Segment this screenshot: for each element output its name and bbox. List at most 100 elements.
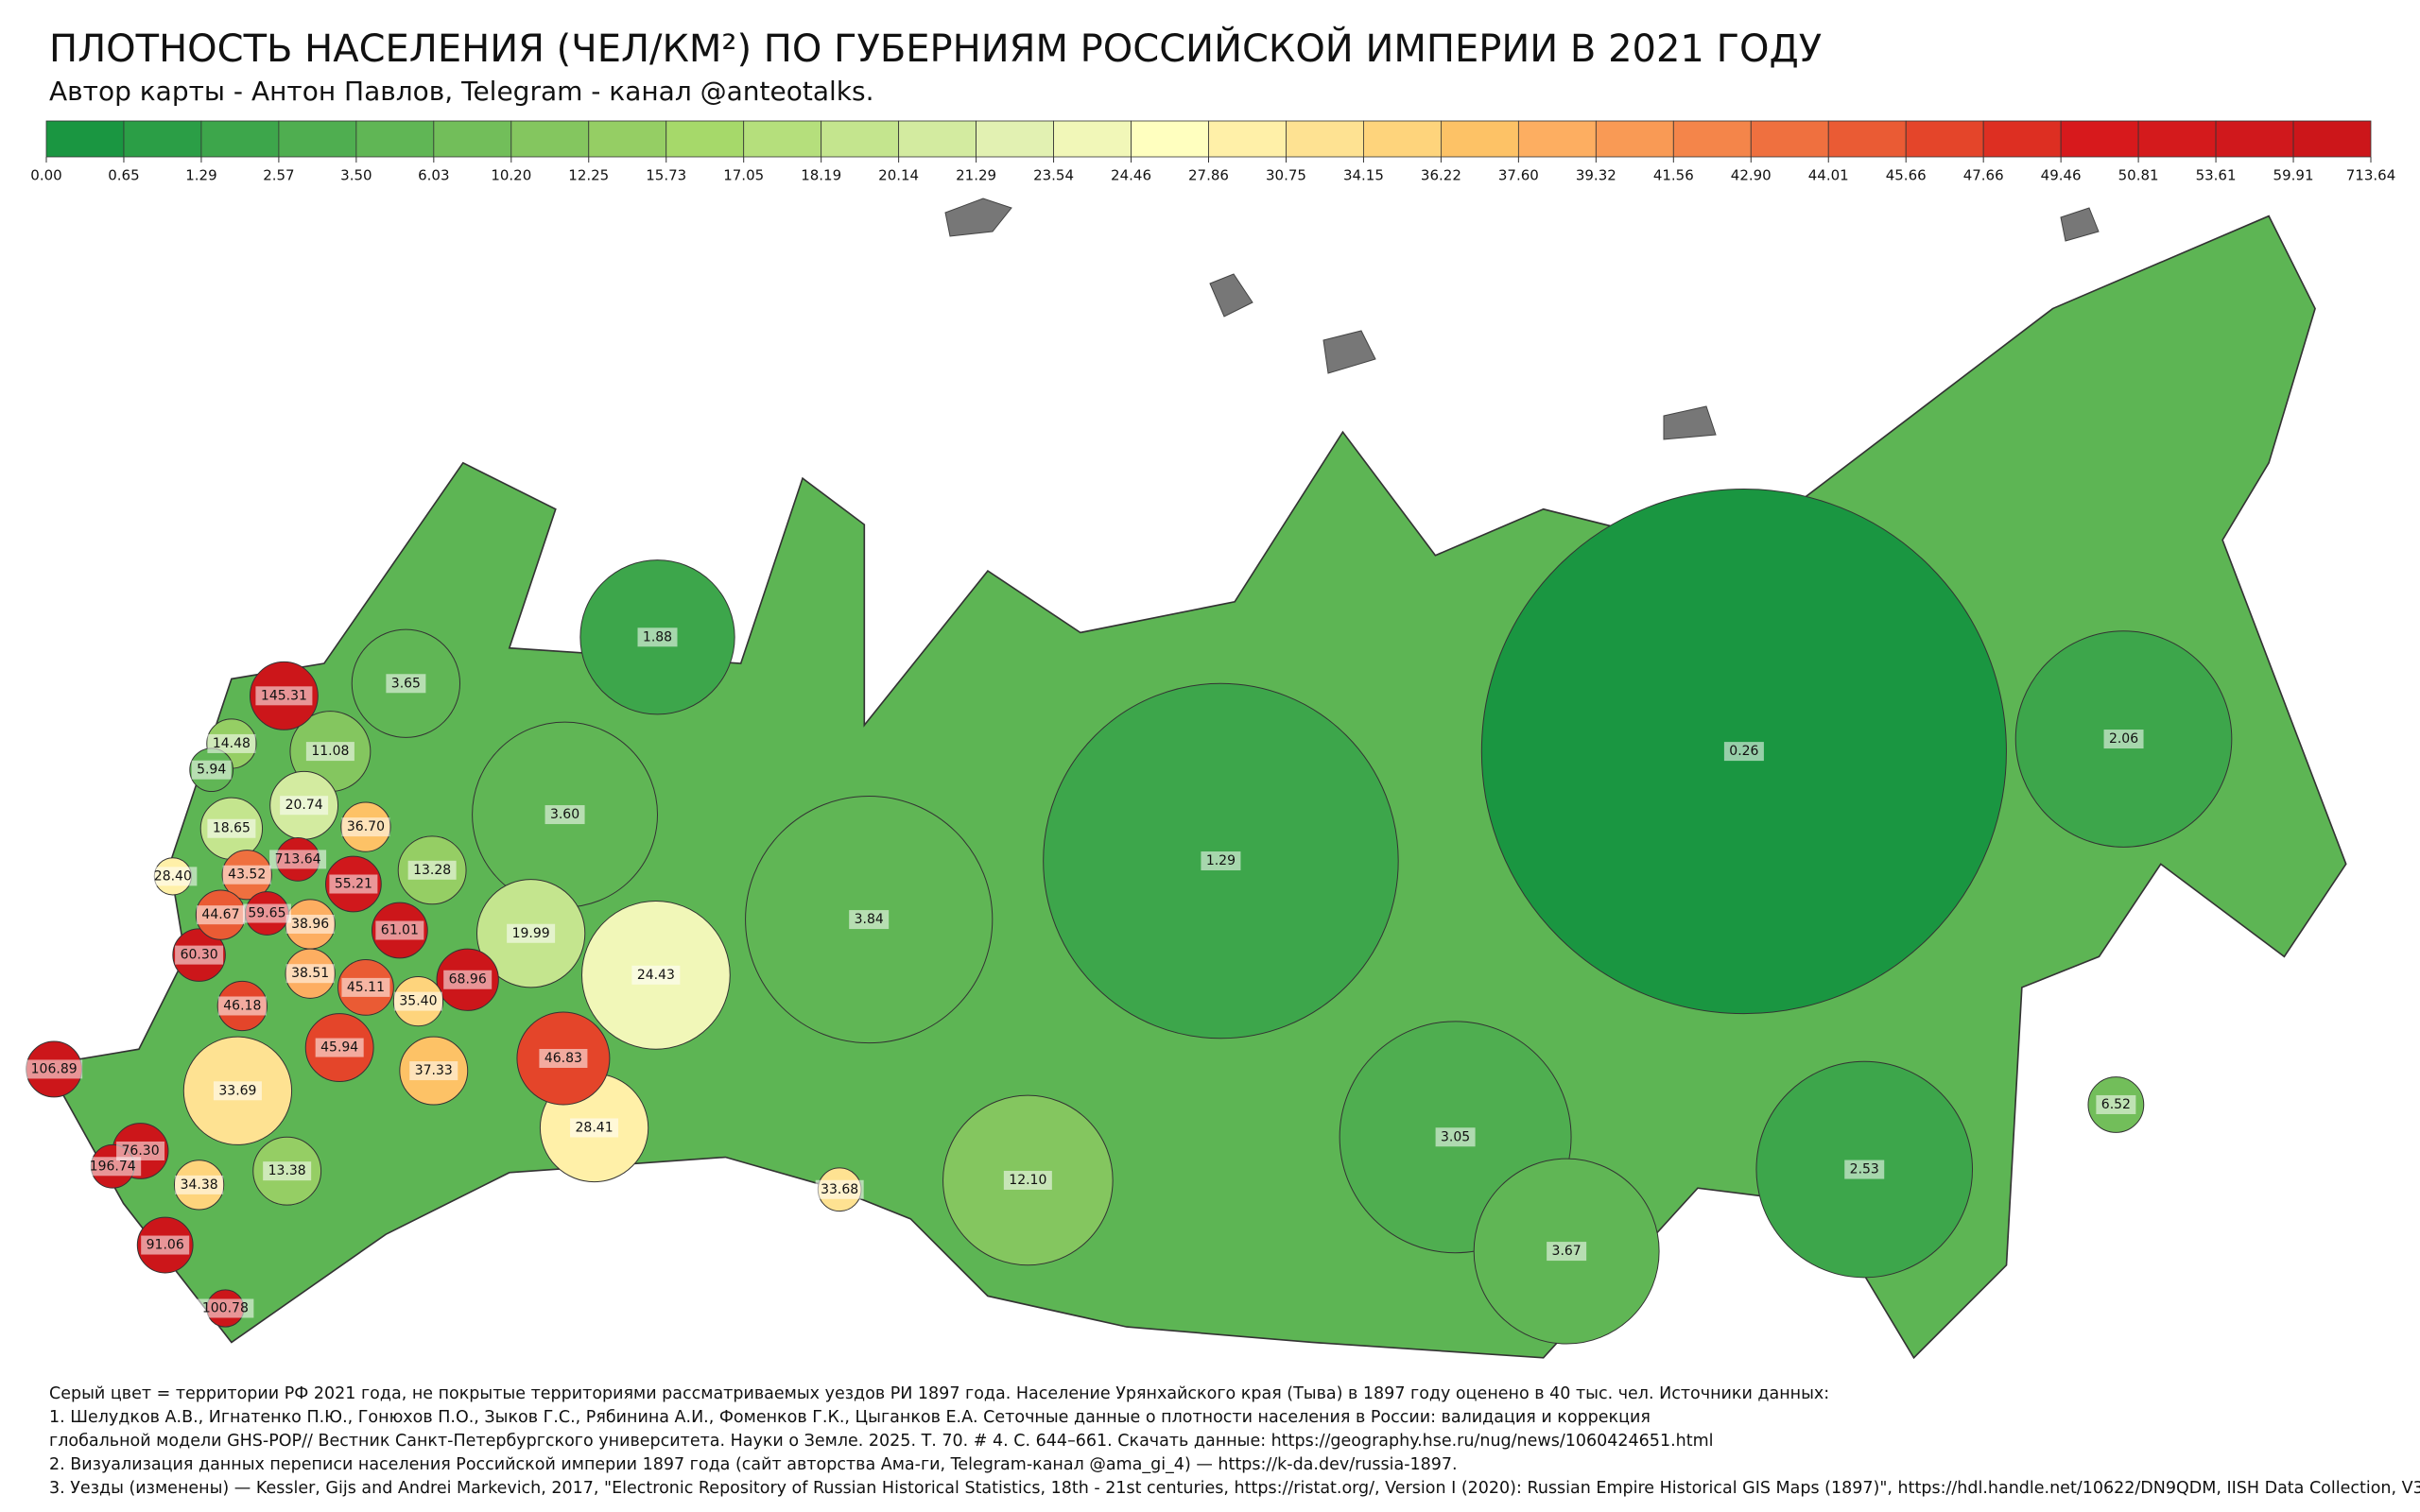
legend-swatch — [2292, 120, 2372, 158]
legend-tick-label: 2.57 — [263, 167, 294, 184]
legend-swatch — [278, 120, 357, 158]
legend-swatch — [1363, 120, 1442, 158]
map-subtitle: Автор карты - Антон Павлов, Telegram - к… — [49, 76, 873, 107]
region-label-box — [207, 733, 256, 753]
region-label: 33.69 — [218, 1083, 256, 1098]
region-label-box — [1844, 1160, 1885, 1179]
region-label: 13.28 — [413, 863, 451, 878]
region-label-box — [263, 1161, 312, 1181]
region-label: 713.64 — [275, 851, 321, 867]
region-label: 46.83 — [544, 1051, 582, 1066]
legend-swatch — [1131, 120, 1209, 158]
legend-tick-label: 23.54 — [1033, 167, 1074, 184]
region-label: 5.94 — [197, 763, 226, 778]
region-label-box — [1723, 742, 1764, 762]
legend-tick-label: 53.61 — [2196, 167, 2237, 184]
legend-tick-label: 39.32 — [1576, 167, 1616, 184]
region-label-box — [175, 1175, 224, 1194]
legend-tick-label: 10.20 — [491, 167, 531, 184]
legend-tick-label: 42.90 — [1731, 167, 1772, 184]
region-label: 55.21 — [335, 877, 372, 892]
legend-swatch — [2215, 120, 2294, 158]
map-area: 145.31 3.65 1.88 14.48 11.08 5.94 20.74 36.70 3.… — [26, 215, 2347, 1360]
region-label-box — [191, 760, 232, 780]
region-label: 43.52 — [228, 868, 266, 883]
region-label: 60.30 — [181, 948, 218, 963]
region-label: 6.52 — [2101, 1097, 2131, 1112]
legend-tick-label: 47.66 — [1963, 167, 2004, 184]
region-label-box — [2103, 730, 2144, 749]
region-label-box — [196, 905, 245, 925]
region-label-box — [280, 796, 329, 816]
legend-tick-label: 713.64 — [2346, 167, 2396, 184]
legend-swatch — [743, 120, 822, 158]
region-label-box — [393, 991, 442, 1011]
region-label-box — [207, 818, 256, 838]
legend-tick-label: 24.46 — [1111, 167, 1151, 184]
notes: Серый цвет = территории РФ 2021 года, не… — [49, 1384, 2420, 1498]
legend-swatch — [2137, 120, 2217, 158]
legend-swatch — [355, 120, 435, 158]
legend-tick-label: 3.50 — [340, 167, 372, 184]
region-label: 76.30 — [122, 1143, 160, 1159]
legend-swatch — [1827, 120, 1907, 158]
footnote: Серый цвет = территории РФ 2021 года, не… — [49, 1384, 1829, 1403]
legend-swatch — [976, 120, 1054, 158]
region-label: 19.99 — [512, 926, 550, 941]
legend-tick-label: 37.60 — [1498, 167, 1539, 184]
region-label-box — [285, 914, 335, 934]
region-label: 3.65 — [391, 676, 421, 691]
legend-tick-label: 17.05 — [723, 167, 764, 184]
region-label: 35.40 — [399, 994, 437, 1009]
region-label-box — [175, 945, 224, 965]
region-label-box — [242, 903, 291, 923]
region-label-box — [255, 686, 313, 706]
footnote: 1. Шелудков А.В., Игнатенко П.Ю., Гонюхо… — [49, 1408, 1651, 1427]
region-label: 28.41 — [576, 1120, 614, 1135]
legend-swatch — [666, 120, 745, 158]
legend-swatch — [2060, 120, 2139, 158]
region-label-box — [539, 1049, 588, 1068]
region-label: 38.51 — [291, 966, 329, 981]
region-label: 12.10 — [1009, 1173, 1046, 1188]
legend-swatch — [200, 120, 280, 158]
legend-tick-label: 41.56 — [1653, 167, 1694, 184]
region-label: 2.06 — [2109, 731, 2138, 747]
region-label: 61.01 — [381, 922, 419, 937]
region-label: 68.96 — [449, 972, 487, 988]
legend-tick-label: 0.65 — [108, 167, 139, 184]
region-label-box — [407, 860, 457, 880]
legend-tick-label: 6.03 — [418, 167, 449, 184]
footnote: глобальной модели GHS-POP// Вестник Санк… — [49, 1432, 1714, 1451]
legend-swatch — [1595, 120, 1674, 158]
region-label-box — [631, 965, 681, 985]
region-label: 145.31 — [261, 688, 307, 703]
region-label: 33.68 — [821, 1182, 858, 1197]
legend-tick-label: 44.01 — [1808, 167, 1849, 184]
legend-swatch — [1441, 120, 1519, 158]
region-label: 37.33 — [415, 1063, 453, 1078]
region-label: 34.38 — [181, 1177, 218, 1193]
legend-swatch — [1053, 120, 1132, 158]
region-label-box — [341, 817, 390, 837]
region-label-box — [84, 1157, 142, 1177]
legend-tick-label: 20.14 — [878, 167, 919, 184]
region-label: 44.67 — [201, 907, 239, 922]
region-label: 14.48 — [213, 736, 251, 751]
region-label-box — [217, 996, 267, 1016]
region-label: 3.84 — [855, 912, 884, 927]
region-label: 0.26 — [1729, 744, 1758, 759]
legend-tick-label: 49.46 — [2041, 167, 2082, 184]
region-label-box — [305, 742, 354, 762]
legend-swatch — [1517, 120, 1597, 158]
region-label-box — [329, 874, 378, 894]
legend-tick-label: 27.86 — [1188, 167, 1229, 184]
region-label-box — [409, 1061, 458, 1081]
region-label-box — [197, 1298, 254, 1318]
legend-swatch — [588, 120, 667, 158]
region-label-box — [26, 1059, 83, 1079]
region-label: 91.06 — [147, 1238, 184, 1253]
region-label: 18.65 — [213, 821, 251, 836]
region-label: 3.05 — [1441, 1129, 1470, 1144]
region-label-box — [1201, 851, 1241, 871]
